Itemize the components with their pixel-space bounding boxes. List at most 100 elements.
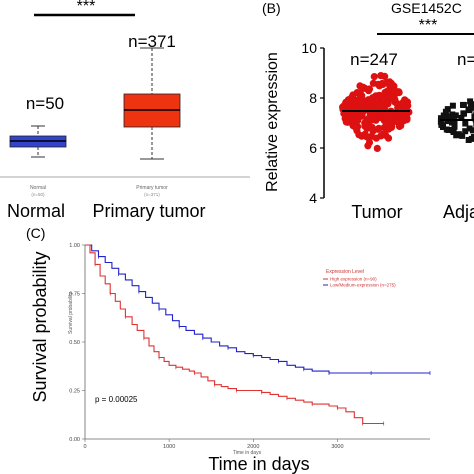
tumor-b-point	[365, 87, 373, 95]
adjacent-b-point	[449, 102, 456, 109]
panel-c-xtick-label: 2000	[247, 444, 259, 450]
tumor-b-point	[356, 89, 364, 97]
adjacent-b-point	[462, 128, 469, 135]
tumor-b-point	[383, 78, 391, 86]
tumor-b-point	[370, 73, 378, 81]
panel-c-ytick-label: 0.75	[69, 292, 80, 298]
tumor-group-label: Primary tumor	[92, 201, 205, 221]
tumor-b-point	[377, 72, 385, 80]
adjacent-b-point	[438, 115, 444, 122]
tumor-b-point	[364, 116, 372, 124]
panel-b-ytick-label: 4	[309, 190, 317, 206]
tumor-b-point	[339, 103, 347, 111]
tumor-b-point	[372, 134, 380, 142]
tumor-b-n-label: n=247	[350, 50, 398, 69]
panel-c-xlabel-small: Time in days	[233, 450, 262, 456]
adjacent-b-point	[467, 98, 474, 105]
adjacent-b-point	[468, 104, 474, 111]
panel-c-xlabel: Time in days	[208, 454, 309, 474]
tumor-b-point	[395, 122, 404, 131]
tumor-n-label: n=371	[128, 32, 176, 51]
adjacent-b-point	[451, 123, 458, 130]
panel-b: (B) GSE1452C *** Relative expression 4 6 8…	[262, 0, 474, 222]
panel-c-ylabel: Survival probability	[30, 251, 50, 402]
adjacent-b-point	[452, 112, 459, 119]
tumor-b-point	[349, 91, 357, 99]
panel-b-significance: ***	[419, 17, 438, 34]
tumor-b-point	[401, 96, 409, 104]
panel-c: (C) Survival probability Survival probab…	[26, 225, 431, 474]
panel-c-pvalue: p = 0.00025	[95, 395, 138, 404]
panel-b-dataset: GSE1452C	[391, 0, 462, 16]
tumor-b-label: Tumor	[351, 202, 402, 222]
panel-a: *** n=50 n=371 Normal (n=50) Primary tum…	[0, 0, 250, 221]
panel-b-ytick-label: 8	[309, 90, 317, 106]
normal-box	[9, 125, 67, 158]
panel-c-xtick-label: 1000	[163, 444, 175, 450]
adjacent-b-point	[458, 114, 465, 121]
panel-b-y-ticks: 4 6 8 10	[301, 40, 324, 206]
panel-c-ytick-label: 0.25	[69, 389, 80, 395]
adjacent-b-point	[443, 126, 450, 133]
legend-high-label: High expression (n=90)	[330, 277, 377, 282]
panel-c-legend: Expression Level High expression (n=90) …	[323, 269, 396, 288]
panel-b-letter: (B)	[262, 0, 281, 16]
tumor-b-point	[356, 82, 364, 90]
panel-b-ytick-label: 6	[309, 140, 317, 156]
legend-low-label: Low/Medium-expression (n=275)	[330, 283, 396, 288]
adjacent-b-point	[470, 133, 474, 140]
tumor-b-point	[342, 118, 350, 126]
normal-group-label: Normal	[7, 201, 65, 221]
tumor-b-point	[361, 122, 369, 130]
adjacent-b-point	[459, 132, 466, 139]
adjacent-b-point	[444, 113, 451, 120]
adjacent-b-point	[468, 101, 474, 108]
adjacent-b-label: Adja	[443, 202, 474, 222]
tumor-b-point	[403, 114, 411, 122]
panel-c-letter: (C)	[26, 225, 45, 241]
adjacent-b-point	[442, 108, 449, 115]
panel-a-significance: ***	[77, 0, 96, 15]
normal-tick-label: Normal	[30, 185, 46, 191]
tumor-b-point	[381, 113, 389, 121]
adjacent-b-point	[469, 127, 474, 134]
panel-c-xtick-label: 0	[83, 444, 86, 450]
panel-c-ytick-label: 0.50	[69, 340, 80, 346]
adjacent-b-point	[471, 113, 474, 120]
tumor-b-point	[384, 98, 392, 107]
normal-n-label: n=50	[26, 94, 64, 113]
adjacent-b-point	[447, 113, 454, 120]
tumor-b-point	[404, 102, 412, 110]
panel-c-censor-marks	[94, 254, 431, 426]
tumor-b-point	[384, 134, 393, 142]
adjacent-b-point	[466, 125, 473, 132]
tumor-b-point	[361, 130, 369, 138]
tumor-tick-n: (n=371)	[144, 192, 160, 197]
panel-c-ticks: 0.00 0.25 0.50 0.75 1.00 0 1000 2000 3000	[69, 243, 343, 450]
adjacent-b-point	[460, 110, 467, 117]
high-expression-curve	[85, 244, 384, 425]
panel-c-ytick-label: 1.00	[69, 243, 80, 249]
tumor-b-point	[367, 97, 375, 105]
adjacent-b-point	[444, 118, 451, 125]
adjacent-b-point	[465, 137, 472, 143]
panel-b-ylabel: Relative expression	[264, 52, 281, 192]
panel-c-ytick-label: 0.00	[69, 437, 80, 443]
low-medium-expression-curve	[85, 244, 430, 374]
adjacent-b-n-label: n=	[457, 50, 474, 69]
tumor-b-point	[356, 97, 365, 105]
tumor-b-point	[374, 125, 382, 133]
tumor-b-point	[369, 79, 377, 87]
tumor-b-point	[385, 125, 393, 133]
tumor-b-point	[397, 112, 405, 120]
adjacent-b-point	[438, 121, 445, 128]
adjacent-b-point	[437, 118, 444, 125]
panel-c-ylabel-small: Survival probability	[68, 292, 74, 334]
tumor-b-point	[373, 144, 381, 152]
tumor-b-point	[355, 131, 363, 139]
panel-b-ytick-label: 10	[301, 40, 317, 56]
adjacent-b-point	[450, 129, 457, 135]
tumor-b-point	[351, 123, 359, 131]
normal-tick-n: (n=50)	[31, 192, 45, 197]
